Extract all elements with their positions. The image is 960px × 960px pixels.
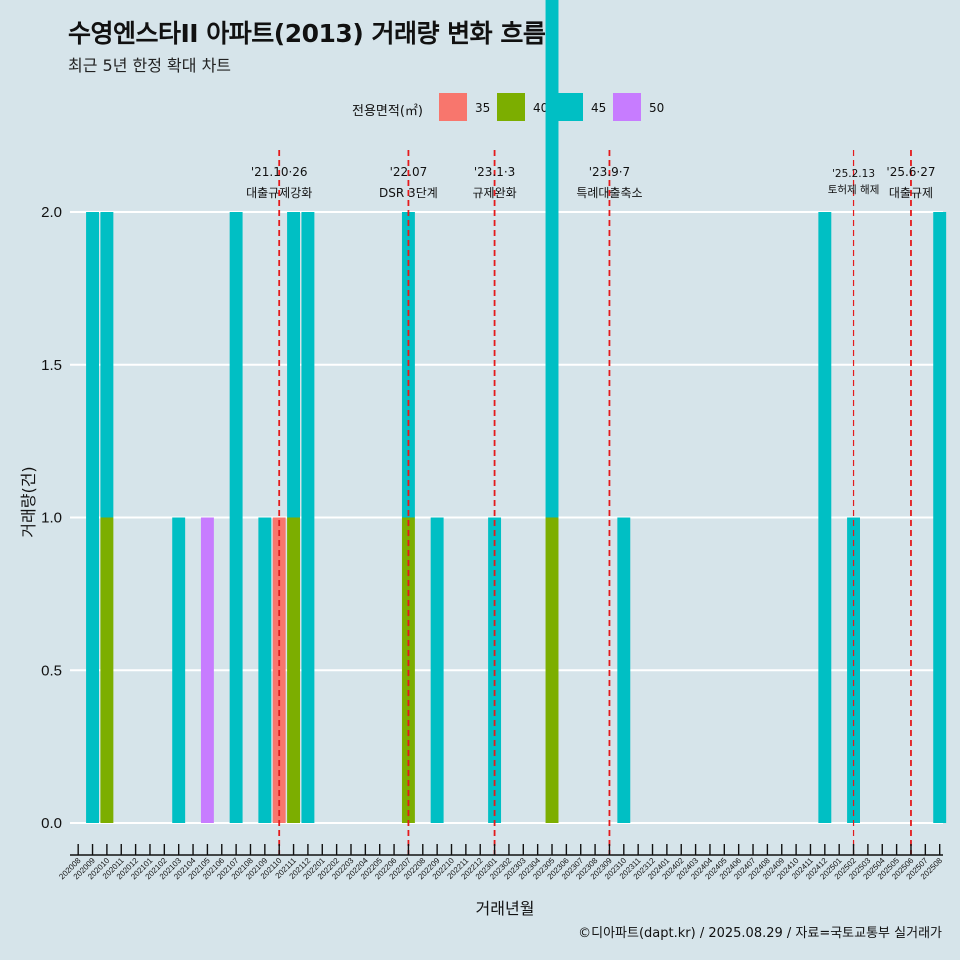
legend-swatch-45 bbox=[555, 93, 583, 121]
x-axis-label: 거래년월 bbox=[476, 899, 535, 918]
legend-label-40: 40 bbox=[533, 101, 549, 115]
legend-swatch-40 bbox=[497, 93, 525, 121]
legend: 전용면적(㎡) 35 40 45 50 bbox=[0, 92, 960, 122]
event-label-202207: DSR 3단계 bbox=[379, 186, 438, 200]
bar-202105-50 bbox=[200, 517, 214, 823]
event-label-202110: 대출규제강화 bbox=[246, 186, 312, 200]
gridlines bbox=[70, 211, 943, 824]
bar-202305-45 bbox=[545, 0, 559, 518]
chart-title: 수영엔스타II 아파트(2013) 거래량 변화 흐름 bbox=[68, 19, 546, 48]
event-label-202309: 특례대출축소 bbox=[576, 186, 642, 200]
bar-202310-45 bbox=[617, 517, 631, 823]
source-credit: ©디아파트(dapt.kr) / 2025.08.29 / 자료=국토교통부 실… bbox=[578, 926, 942, 941]
y-tick-label-1.0: 1.0 bbox=[41, 510, 62, 527]
bar-202107-45 bbox=[229, 212, 243, 823]
bar-202111-45 bbox=[287, 212, 301, 518]
event-label-202502: 토허제 해제 bbox=[828, 183, 880, 196]
bar-202508-45 bbox=[933, 212, 947, 823]
legend-swatch-35 bbox=[439, 93, 467, 121]
event-markers: '21.10·26 대출규제강화 '22.07 DSR 3단계 '23.1·3 규제완화 '… bbox=[246, 150, 936, 855]
bar-202305-40 bbox=[545, 517, 559, 823]
legend-swatch-50 bbox=[613, 93, 641, 121]
event-date-202207: '22.07 bbox=[390, 165, 428, 179]
event-date-202502: '25.2.13 bbox=[832, 168, 875, 180]
event-date-202309: '23.9·7 bbox=[589, 165, 630, 179]
event-date-202506: '25.6·27 bbox=[886, 165, 935, 179]
y-tick-label-1.5: 1.5 bbox=[41, 357, 62, 374]
y-tick-label-0.0: 0.0 bbox=[41, 815, 62, 832]
bar-202412-45 bbox=[818, 212, 832, 823]
chart-subtitle: 최근 5년 한정 확대 차트 bbox=[68, 56, 232, 75]
legend-label-50: 50 bbox=[649, 101, 665, 115]
bar-202010-45 bbox=[100, 212, 114, 518]
bar-202111-40 bbox=[287, 517, 301, 823]
legend-title: 전용면적(㎡) bbox=[352, 104, 423, 119]
event-date-202110: '21.10·26 bbox=[251, 165, 308, 179]
legend-label-45: 45 bbox=[591, 101, 607, 115]
event-label-202301: 규제완화 bbox=[472, 186, 516, 200]
bar-202103-45 bbox=[172, 517, 186, 823]
y-tick-label-2.0: 2.0 bbox=[41, 204, 62, 221]
bar-202112-45 bbox=[301, 212, 315, 823]
bar-202109-45 bbox=[258, 517, 272, 823]
bar-202209-45 bbox=[430, 517, 444, 823]
legend-label-35: 35 bbox=[475, 101, 491, 115]
y-tick-label-0.5: 0.5 bbox=[41, 662, 62, 679]
event-label-202506: 대출규제 bbox=[889, 186, 933, 200]
bars bbox=[86, 0, 947, 823]
bar-202009-45 bbox=[86, 212, 99, 823]
bar-202010-40 bbox=[100, 517, 114, 823]
event-date-202301: '23.1·3 bbox=[474, 165, 515, 179]
y-axis-label: 거래량(건) bbox=[19, 466, 38, 537]
